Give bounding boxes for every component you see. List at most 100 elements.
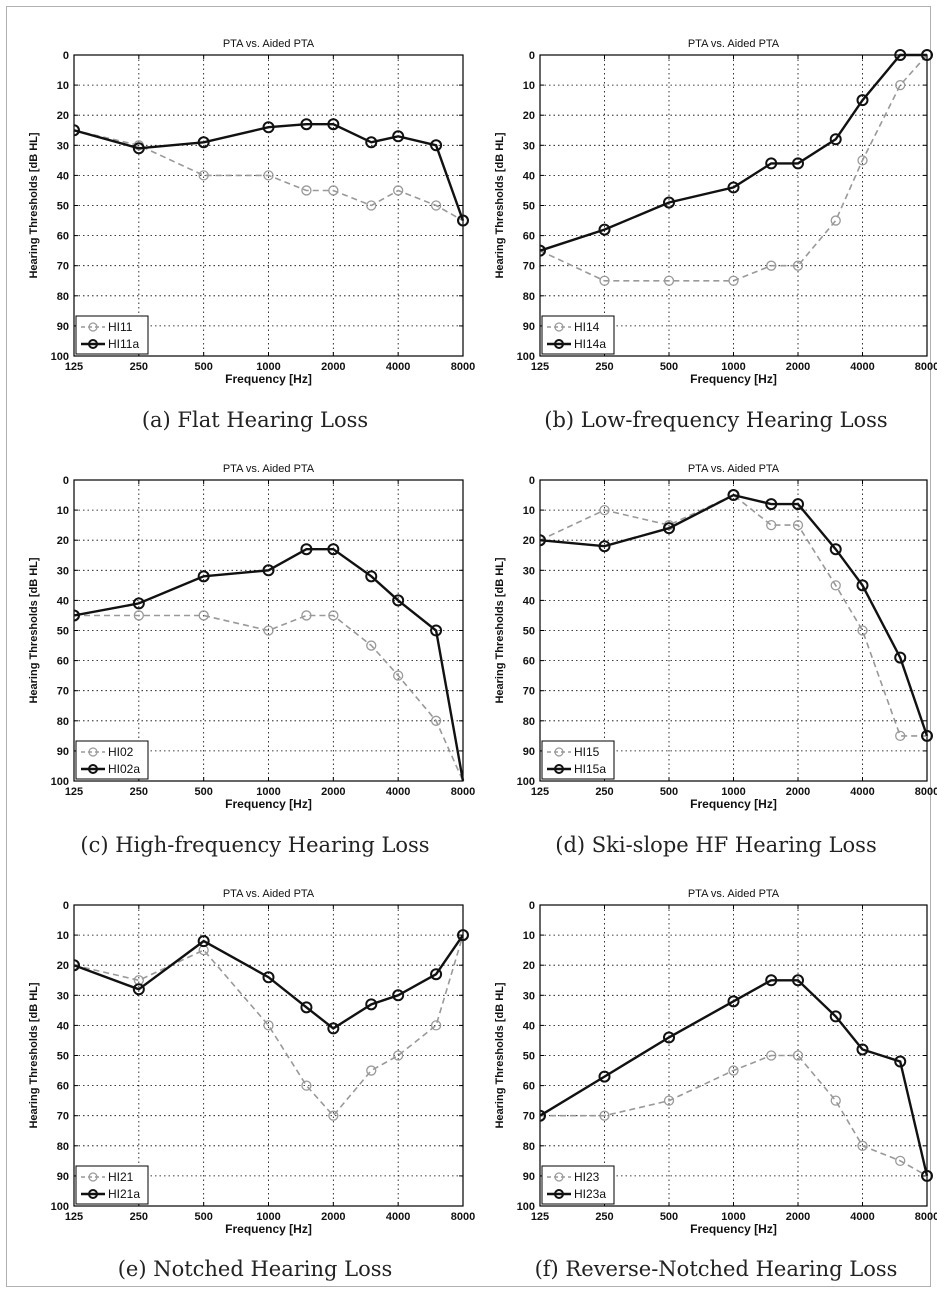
caption-a: (a) Flat Hearing Loss <box>141 408 369 432</box>
y-axis-label: Hearing Thresholds [dB HL] <box>494 132 506 278</box>
y-tick-label: 70 <box>523 686 535 698</box>
x-tick-label: 125 <box>531 786 549 798</box>
data-point-HI11 <box>263 170 274 181</box>
data-point-HI15a <box>540 534 546 547</box>
x-tick-label: 8000 <box>451 786 475 798</box>
y-tick-label: 30 <box>523 140 535 152</box>
x-tick-label: 125 <box>65 786 83 798</box>
y-tick-label: 100 <box>51 1201 69 1213</box>
caption-d: (d) Ski-slope HF Hearing Loss <box>555 833 877 857</box>
x-tick-label: 250 <box>130 1211 148 1223</box>
data-point-HI11a <box>430 139 443 152</box>
data-point-HI14 <box>766 260 777 271</box>
series-line-HI21a <box>74 934 464 1030</box>
data-point-HI23a <box>792 974 804 987</box>
y-tick-label: 90 <box>523 321 535 333</box>
data-point-HI11a <box>132 142 145 155</box>
data-point-HI11a <box>300 118 313 131</box>
y-tick-label: 60 <box>57 656 69 668</box>
data-point-HI15a <box>894 651 907 664</box>
x-axis-label: Frequency [Hz] <box>690 372 777 386</box>
y-tick-label: 90 <box>523 1171 535 1183</box>
data-point-HI02a <box>132 597 145 610</box>
data-point-HI23a <box>727 995 740 1008</box>
y-tick-label: 70 <box>57 261 69 273</box>
legend-marker <box>554 322 564 332</box>
data-point-HI21a <box>74 959 80 972</box>
legend-marker <box>88 764 98 774</box>
y-tick-label: 90 <box>57 746 69 758</box>
y-tick-label: 0 <box>529 475 535 487</box>
data-point-HI15 <box>599 504 610 516</box>
x-tick-label: 500 <box>660 786 678 798</box>
y-tick-label: 40 <box>57 595 69 607</box>
data-point-HI14a <box>829 133 842 146</box>
x-axis-label: Frequency [Hz] <box>225 372 312 386</box>
x-tick-label: 500 <box>194 786 212 798</box>
legend-marker <box>554 1189 564 1199</box>
y-tick-label: 0 <box>529 50 535 62</box>
x-tick-label: 2000 <box>786 786 810 798</box>
data-point-HI11 <box>301 185 312 196</box>
data-point-HI14a <box>921 49 933 61</box>
y-axis-label: Hearing Thresholds [dB HL] <box>28 132 40 278</box>
chart-title: PTA vs. Aided PTA <box>688 463 780 475</box>
data-point-HI15a <box>765 498 778 511</box>
series-group <box>74 929 469 1121</box>
legend-label: HI11a <box>108 337 139 351</box>
data-point-HI11a <box>392 130 405 143</box>
y-tick-label: 100 <box>517 1201 535 1213</box>
legend-label: HI02a <box>108 762 140 776</box>
legend-marker <box>554 1172 564 1182</box>
data-point-HI23a <box>540 1109 546 1122</box>
y-tick-label: 80 <box>57 1141 69 1153</box>
legend-box <box>541 315 615 355</box>
legend-box <box>541 740 615 780</box>
y-axis-label: Hearing Thresholds [dB HL] <box>28 557 40 703</box>
data-point-HI21a <box>300 1001 313 1014</box>
data-point-HI15 <box>792 520 804 531</box>
y-tick-label: 60 <box>57 1081 69 1093</box>
y-tick-label: 0 <box>63 50 69 62</box>
x-tick-label: 4000 <box>850 361 874 373</box>
data-point-HI21a <box>197 935 210 948</box>
x-tick-label: 1000 <box>256 1211 280 1223</box>
data-point-HI02a <box>365 570 378 583</box>
y-tick-label: 0 <box>63 900 69 912</box>
y-tick-label: 70 <box>523 261 535 273</box>
series-group <box>74 543 465 781</box>
x-tick-label: 500 <box>194 361 212 373</box>
data-point-HI14a <box>663 196 675 209</box>
x-tick-label: 8000 <box>915 786 937 798</box>
y-axis-label: Hearing Thresholds [dB HL] <box>28 982 40 1128</box>
y-tick-label: 80 <box>57 291 69 303</box>
data-point-HI21a <box>457 929 469 942</box>
series-line-HI11a <box>74 122 465 222</box>
figure-frame <box>6 6 931 1287</box>
data-point-HI15 <box>857 625 868 636</box>
y-tick-label: 10 <box>523 80 535 92</box>
data-point-HI14 <box>663 275 675 286</box>
y-tick-label: 50 <box>57 1051 69 1063</box>
legend-label: HI23 <box>574 1170 600 1184</box>
data-point-HI02a <box>197 570 210 583</box>
legend-marker <box>88 1172 98 1182</box>
x-tick-label: 4000 <box>386 786 410 798</box>
y-tick-label: 60 <box>57 231 69 243</box>
data-point-HI14 <box>895 79 906 91</box>
chart-title: PTA vs. Aided PTA <box>223 38 315 50</box>
y-axis-label: Hearing Thresholds [dB HL] <box>494 982 506 1128</box>
data-point-HI14 <box>728 275 739 286</box>
x-tick-label: 250 <box>595 361 613 373</box>
legend-marker <box>88 339 98 349</box>
series-line-HI15a <box>540 493 929 737</box>
y-tick-label: 90 <box>523 746 535 758</box>
data-point-HI15a <box>792 498 804 511</box>
y-tick-label: 40 <box>523 170 535 182</box>
data-point-HI23 <box>766 1050 777 1061</box>
data-point-HI11a <box>327 118 340 131</box>
data-point-HI11 <box>198 170 209 181</box>
